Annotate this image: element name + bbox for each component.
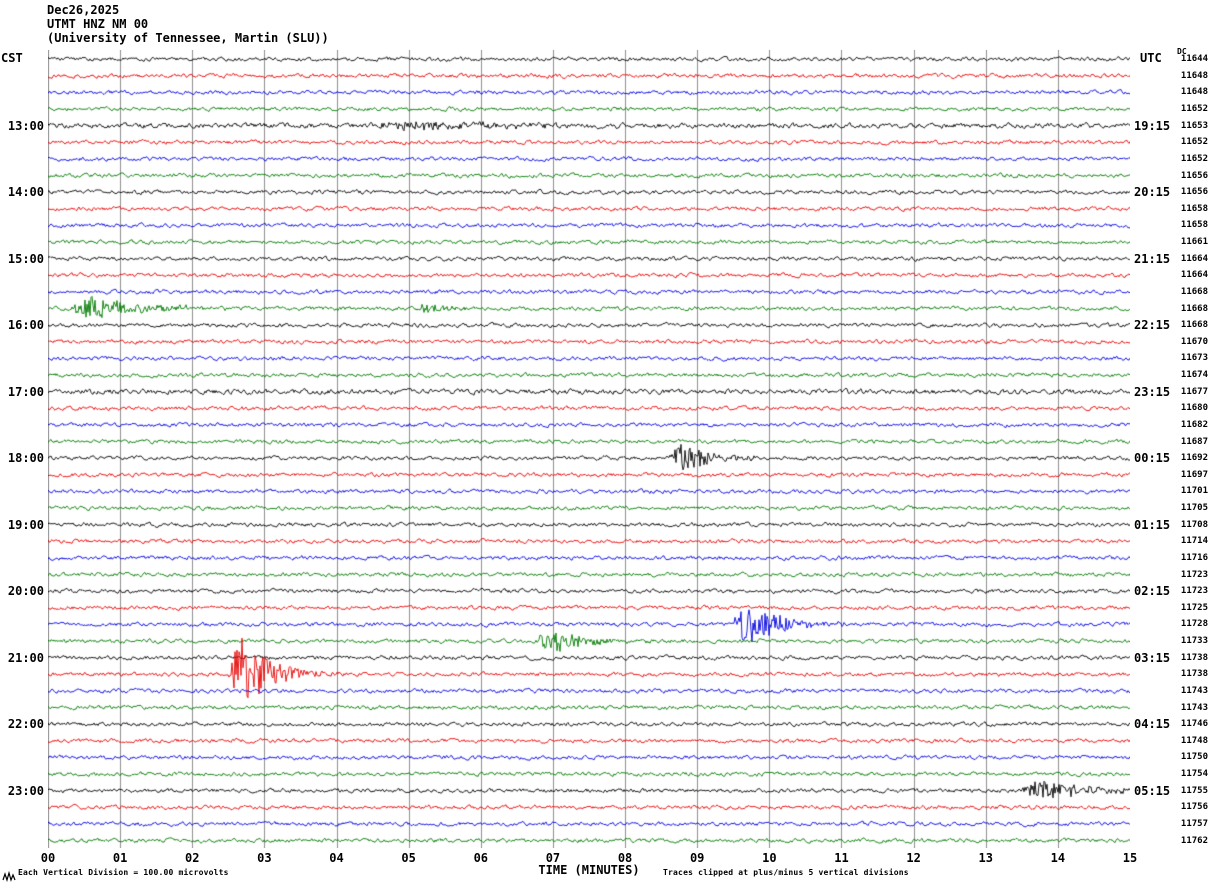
dc-offset-value: 11648 — [1180, 70, 1208, 81]
cst-hour-label: 19:00 — [7, 517, 44, 532]
utc-hour-label: 20:15 — [1134, 185, 1171, 200]
right-timezone-label: UTC — [1140, 51, 1162, 65]
dc-offset-value: 11653 — [1180, 120, 1208, 131]
dc-offset-value: 11714 — [1180, 536, 1208, 547]
cst-hour-label: 23:00 — [7, 783, 44, 798]
dc-offset-value: 11697 — [1180, 469, 1208, 480]
dc-offset-value: 11652 — [1180, 153, 1208, 164]
cst-hour-label: 16:00 — [7, 318, 44, 333]
cst-hour-label: 21:00 — [7, 650, 44, 665]
dc-offset-value: 11701 — [1180, 486, 1208, 497]
x-tick-label: 10 — [762, 851, 777, 865]
dc-offset-value: 11743 — [1180, 685, 1208, 696]
dc-offset-value: 11692 — [1180, 453, 1208, 464]
seismogram-canvas — [48, 50, 1130, 848]
cst-hour-label: 17:00 — [7, 384, 44, 399]
dc-offset-value: 11746 — [1180, 719, 1208, 730]
utc-hour-label: 05:15 — [1134, 783, 1171, 798]
dc-offset-value: 11725 — [1180, 602, 1208, 613]
dc-offset-value: 11656 — [1180, 170, 1208, 181]
dc-offset-value: 11755 — [1180, 785, 1208, 796]
dc-offset-value: 11754 — [1180, 769, 1208, 780]
x-tick-label: 06 — [473, 851, 489, 865]
dc-offset-value: 11668 — [1180, 286, 1208, 297]
dc-offset-value: 11668 — [1180, 303, 1208, 314]
utc-hour-label: 03:15 — [1134, 650, 1171, 665]
dc-offset-value: 11668 — [1180, 320, 1208, 331]
dc-offset-value: 11658 — [1180, 220, 1208, 231]
utc-hour-label: 04:15 — [1134, 717, 1171, 732]
x-tick-label: 12 — [906, 851, 921, 865]
x-tick-label: 02 — [185, 851, 200, 865]
header-station: UTMT HNZ NM 00 — [47, 17, 149, 31]
dc-offset-value: 11658 — [1180, 203, 1208, 214]
dc-offset-value: 11705 — [1180, 503, 1208, 514]
dc-offset-value: 11750 — [1180, 752, 1208, 763]
x-tick-label: 08 — [617, 851, 633, 865]
x-tick-label: 14 — [1050, 851, 1066, 865]
dc-offset-value: 11716 — [1180, 552, 1208, 563]
x-tick-label: 00 — [40, 851, 56, 865]
utc-hour-label: 23:15 — [1134, 384, 1171, 399]
footer-clip-note: Traces clipped at plus/minus 5 vertical … — [663, 868, 909, 877]
dc-offset-value: 11748 — [1180, 735, 1208, 746]
cst-hour-label: 22:00 — [7, 717, 44, 732]
cst-hour-label: 14:00 — [7, 185, 44, 200]
dc-offset-value: 11738 — [1180, 652, 1208, 663]
utc-hour-label: 00:15 — [1134, 451, 1171, 466]
utc-hour-label: 21:15 — [1134, 251, 1171, 266]
dc-offset-value: 11677 — [1180, 386, 1208, 397]
cst-hour-label: 15:00 — [7, 251, 44, 266]
dc-offset-value: 11743 — [1180, 702, 1208, 713]
dc-offset-value: 11728 — [1180, 619, 1208, 630]
x-tick-label: 05 — [401, 851, 416, 865]
dc-offset-value: 11652 — [1180, 137, 1208, 148]
x-tick-label: 04 — [329, 851, 344, 865]
utc-hour-label: 19:15 — [1134, 118, 1171, 133]
dc-offset-value: 11738 — [1180, 669, 1208, 680]
utc-hour-label: 01:15 — [1134, 517, 1171, 532]
dc-offset-value: 11708 — [1180, 519, 1208, 530]
dc-offset-value: 11762 — [1180, 835, 1208, 846]
header: Dec26,2025 UTMT HNZ NM 00 (University of… — [47, 3, 329, 45]
dc-offset-value: 11687 — [1180, 436, 1208, 447]
dc-column-header: DC — [1177, 47, 1187, 56]
dc-offset-value: 11670 — [1180, 336, 1208, 347]
dc-offset-value: 11661 — [1180, 237, 1208, 248]
dc-offset-value: 11673 — [1180, 353, 1208, 364]
dc-offset-value: 11733 — [1180, 636, 1208, 647]
x-tick-label: 01 — [112, 851, 128, 865]
left-timezone-label: CST — [1, 51, 23, 65]
x-axis-title: TIME (MINUTES) — [538, 863, 640, 877]
cst-hour-label: 18:00 — [7, 451, 44, 466]
dc-offset-value: 11648 — [1180, 87, 1208, 98]
dc-offset-value: 11664 — [1180, 253, 1208, 264]
dc-offset-value: 11664 — [1180, 270, 1208, 281]
header-date: Dec26,2025 — [47, 3, 120, 17]
dc-offset-value: 11644 — [1180, 54, 1208, 65]
x-tick-label: 15 — [1122, 851, 1138, 865]
dc-offset-value: 11682 — [1180, 419, 1208, 430]
utc-hour-label: 02:15 — [1134, 584, 1171, 599]
dc-offset-value: 11674 — [1180, 370, 1208, 381]
x-tick-label: 07 — [545, 851, 561, 865]
header-institution: (University of Tennessee, Martin (SLU)) — [47, 31, 329, 45]
dc-offset-value: 11680 — [1180, 403, 1208, 414]
utc-hour-label: 22:15 — [1134, 318, 1171, 333]
x-tick-label: 11 — [834, 851, 849, 865]
footer-scale-note: Each Vertical Division = 100.00 microvol… — [18, 868, 229, 877]
cst-hour-label: 13:00 — [7, 118, 44, 133]
dc-offset-value: 11652 — [1180, 104, 1208, 115]
dc-offset-value: 11757 — [1180, 818, 1208, 829]
cst-hour-label: 20:00 — [7, 584, 44, 599]
dc-offset-value: 11756 — [1180, 802, 1208, 813]
dc-offset-value: 11723 — [1180, 586, 1208, 597]
dc-offset-value: 11656 — [1180, 187, 1208, 198]
x-tick-label: 09 — [689, 851, 705, 865]
x-tick-label: 03 — [257, 851, 272, 865]
logo-mark — [2, 871, 16, 882]
dc-offset-value: 11723 — [1180, 569, 1208, 580]
x-tick-label: 13 — [978, 851, 993, 865]
